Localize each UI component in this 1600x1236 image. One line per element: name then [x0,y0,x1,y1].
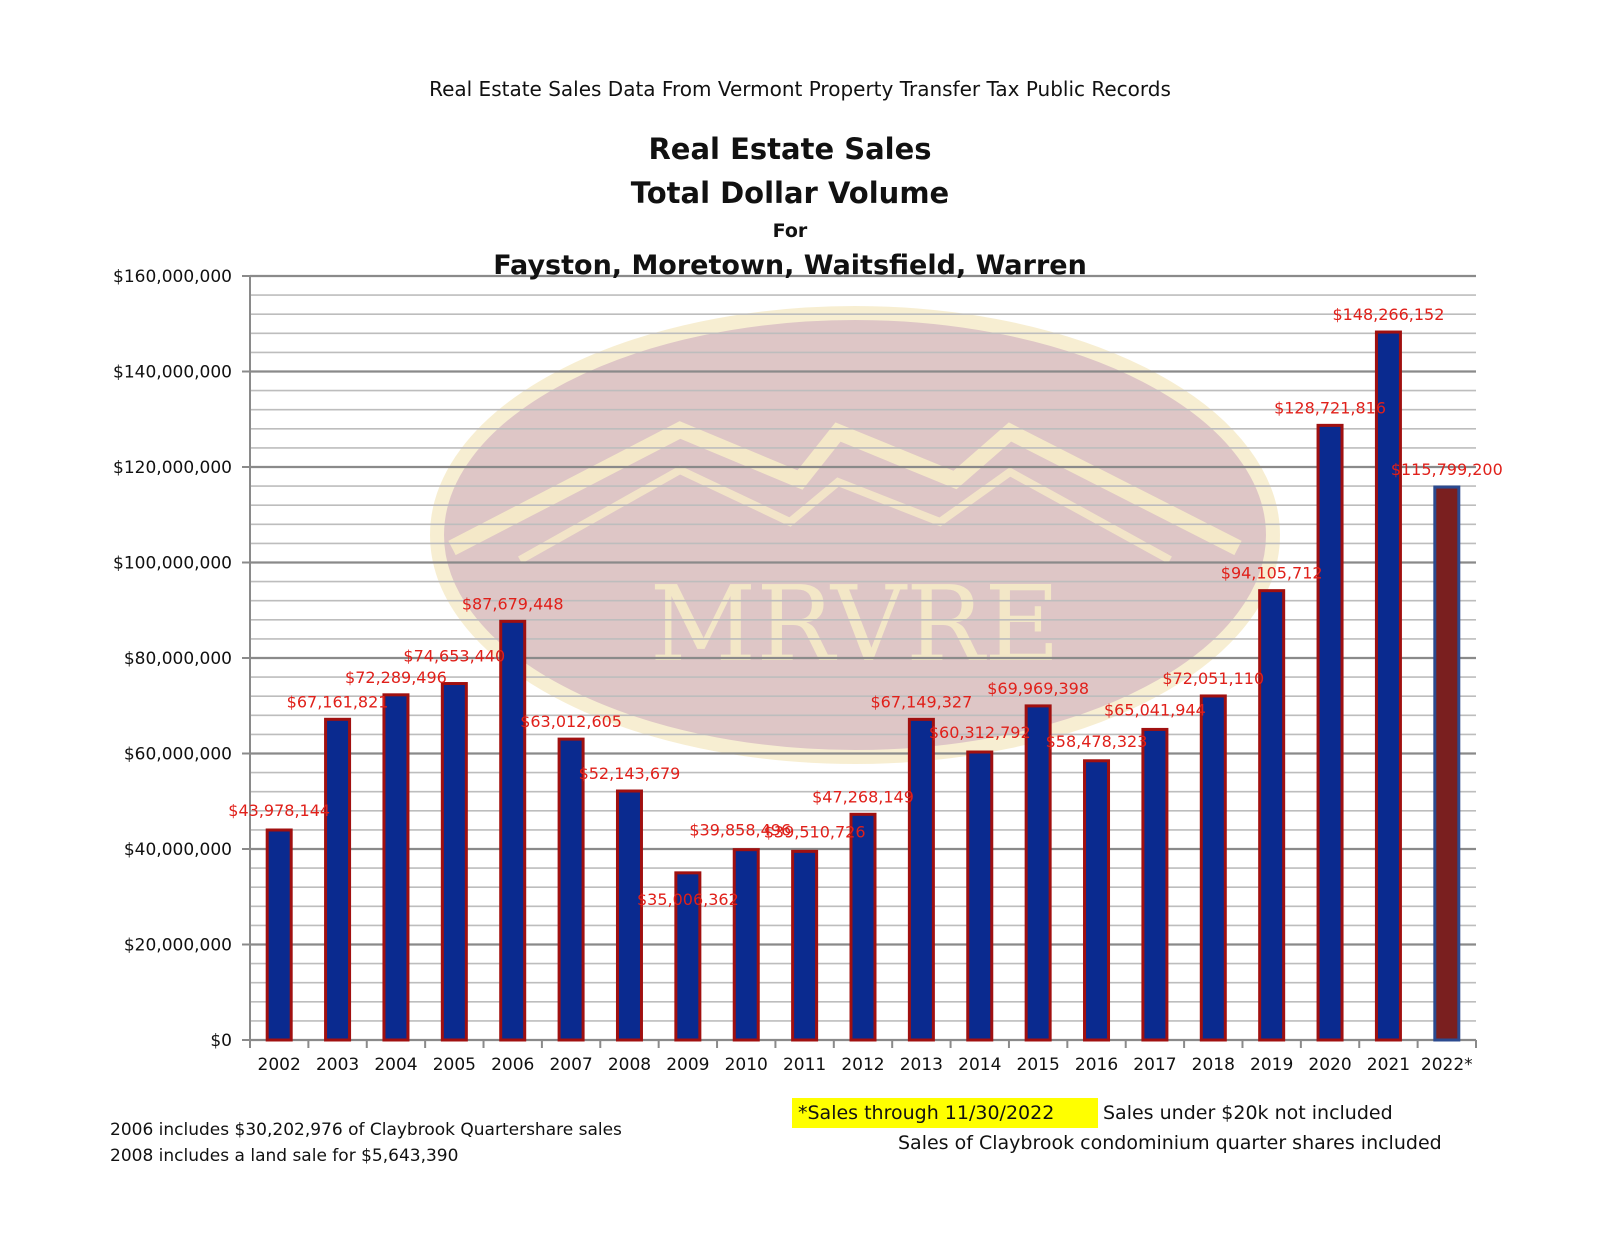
x-tick-label: 2019 [1250,1055,1293,1075]
x-tick-label: 2009 [666,1055,709,1075]
bar [324,717,352,1042]
x-tick-label: 2008 [608,1055,651,1075]
bar [849,812,877,1042]
sales-through-highlight: *Sales through 11/30/2022 [792,1098,1098,1128]
bar [1258,589,1286,1042]
data-label: $72,289,496 [345,668,447,687]
bar [1199,694,1227,1042]
bar [907,717,935,1042]
y-tick-label: $100,000,000 [113,554,232,574]
chart-title-towns: Fayston, Moretown, Waitsfield, Warren [493,250,1087,281]
watermark-text: MRVRE [650,563,1060,685]
data-label: $58,478,323 [1046,732,1148,751]
x-tick-label: 2003 [316,1055,359,1075]
bar [732,848,760,1042]
data-label: $39,858,496 [689,821,791,840]
bar [1024,704,1052,1042]
x-tick-label: 2018 [1192,1055,1235,1075]
y-tick-label: $120,000,000 [113,458,232,478]
x-tick-label: 2002 [258,1055,301,1075]
data-label: $115,799,200 [1391,460,1503,479]
data-label: $65,041,944 [1104,700,1206,719]
bar [382,693,410,1042]
data-label: $67,149,327 [870,692,972,711]
data-label: $148,266,152 [1332,305,1444,324]
x-tick-label: 2015 [1017,1055,1060,1075]
x-tick-label: 2012 [841,1055,884,1075]
bar [1374,330,1402,1042]
watermark-mountains-inner [518,465,1172,564]
bar [265,828,293,1042]
bar [1141,727,1169,1042]
footnote-under-20k: Sales under $20k not included [1103,1102,1393,1124]
y-tick-label: $0 [210,1031,232,1051]
data-label: $39,510,726 [764,822,866,841]
x-tick-label: 2005 [433,1055,476,1075]
x-tick-label: 2011 [783,1055,826,1075]
x-tick-label: 2016 [1075,1055,1118,1075]
x-tick-label: 2004 [374,1055,417,1075]
watermark: MRVRE [430,306,1280,764]
x-tick-label: 2014 [958,1055,1001,1075]
bars [265,330,1461,1042]
x-tick-label: 2021 [1367,1055,1410,1075]
x-tick-label: 2020 [1308,1055,1351,1075]
y-tick-label: $160,000,000 [113,267,232,287]
footnote-2006: 2006 includes $30,202,976 of Claybrook Q… [110,1120,622,1140]
data-label: $60,312,792 [929,723,1031,742]
data-label: $35,006,362 [637,890,739,909]
bar [966,750,994,1042]
bar [674,871,702,1042]
x-tick-label: 2007 [549,1055,592,1075]
footnote-claybrook: Sales of Claybrook condominium quarter s… [898,1132,1442,1154]
data-label: $63,012,605 [520,712,622,731]
bar [499,619,527,1042]
data-label: $69,969,398 [987,679,1089,698]
data-label: $72,051,110 [1162,669,1264,688]
y-tick-label: $40,000,000 [124,840,232,860]
watermark-mountains [448,421,1242,556]
data-label: $67,161,821 [287,692,389,711]
axes: $0 $20,000,000 $40,000,000 $60,000,000 $80,0… [113,267,1477,1075]
bar [557,737,585,1042]
y-tick-label: $140,000,000 [113,363,232,383]
x-tick-label: 2010 [725,1055,768,1075]
data-label: $43,978,144 [228,801,330,820]
x-tick-label: 2013 [900,1055,943,1075]
bar [1316,423,1344,1042]
data-labels: $43,978,144 $67,161,821 $72,289,496 $74,653… [228,305,1503,909]
bar [440,682,468,1042]
data-label: $94,105,712 [1221,564,1323,583]
chart-title-line1: Real Estate Sales [648,132,932,166]
data-label: $47,268,149 [812,787,914,806]
data-label: $128,721,816 [1274,398,1386,417]
bar [1433,485,1461,1042]
y-tick-label: $20,000,000 [124,936,232,956]
x-tick-label: 2006 [491,1055,534,1075]
chart-title-line2: Total Dollar Volume [630,176,950,210]
chart-title-line3: For [772,220,808,242]
data-label: $87,679,448 [462,594,564,613]
footnote-2008: 2008 includes a land sale for $5,643,390 [110,1146,459,1166]
watermark-ellipse [430,306,1280,764]
y-tick-label: $60,000,000 [124,745,232,765]
bar [615,789,643,1042]
y-tick-label: $80,000,000 [124,649,232,669]
data-label: $74,653,440 [403,647,505,666]
x-tick-label: 2022* [1421,1055,1473,1075]
data-label: $52,143,679 [579,764,681,783]
x-tick-label: 2017 [1133,1055,1176,1075]
bar [1083,759,1111,1042]
source-line: Real Estate Sales Data From Vermont Prop… [429,77,1171,101]
bar [791,849,819,1042]
